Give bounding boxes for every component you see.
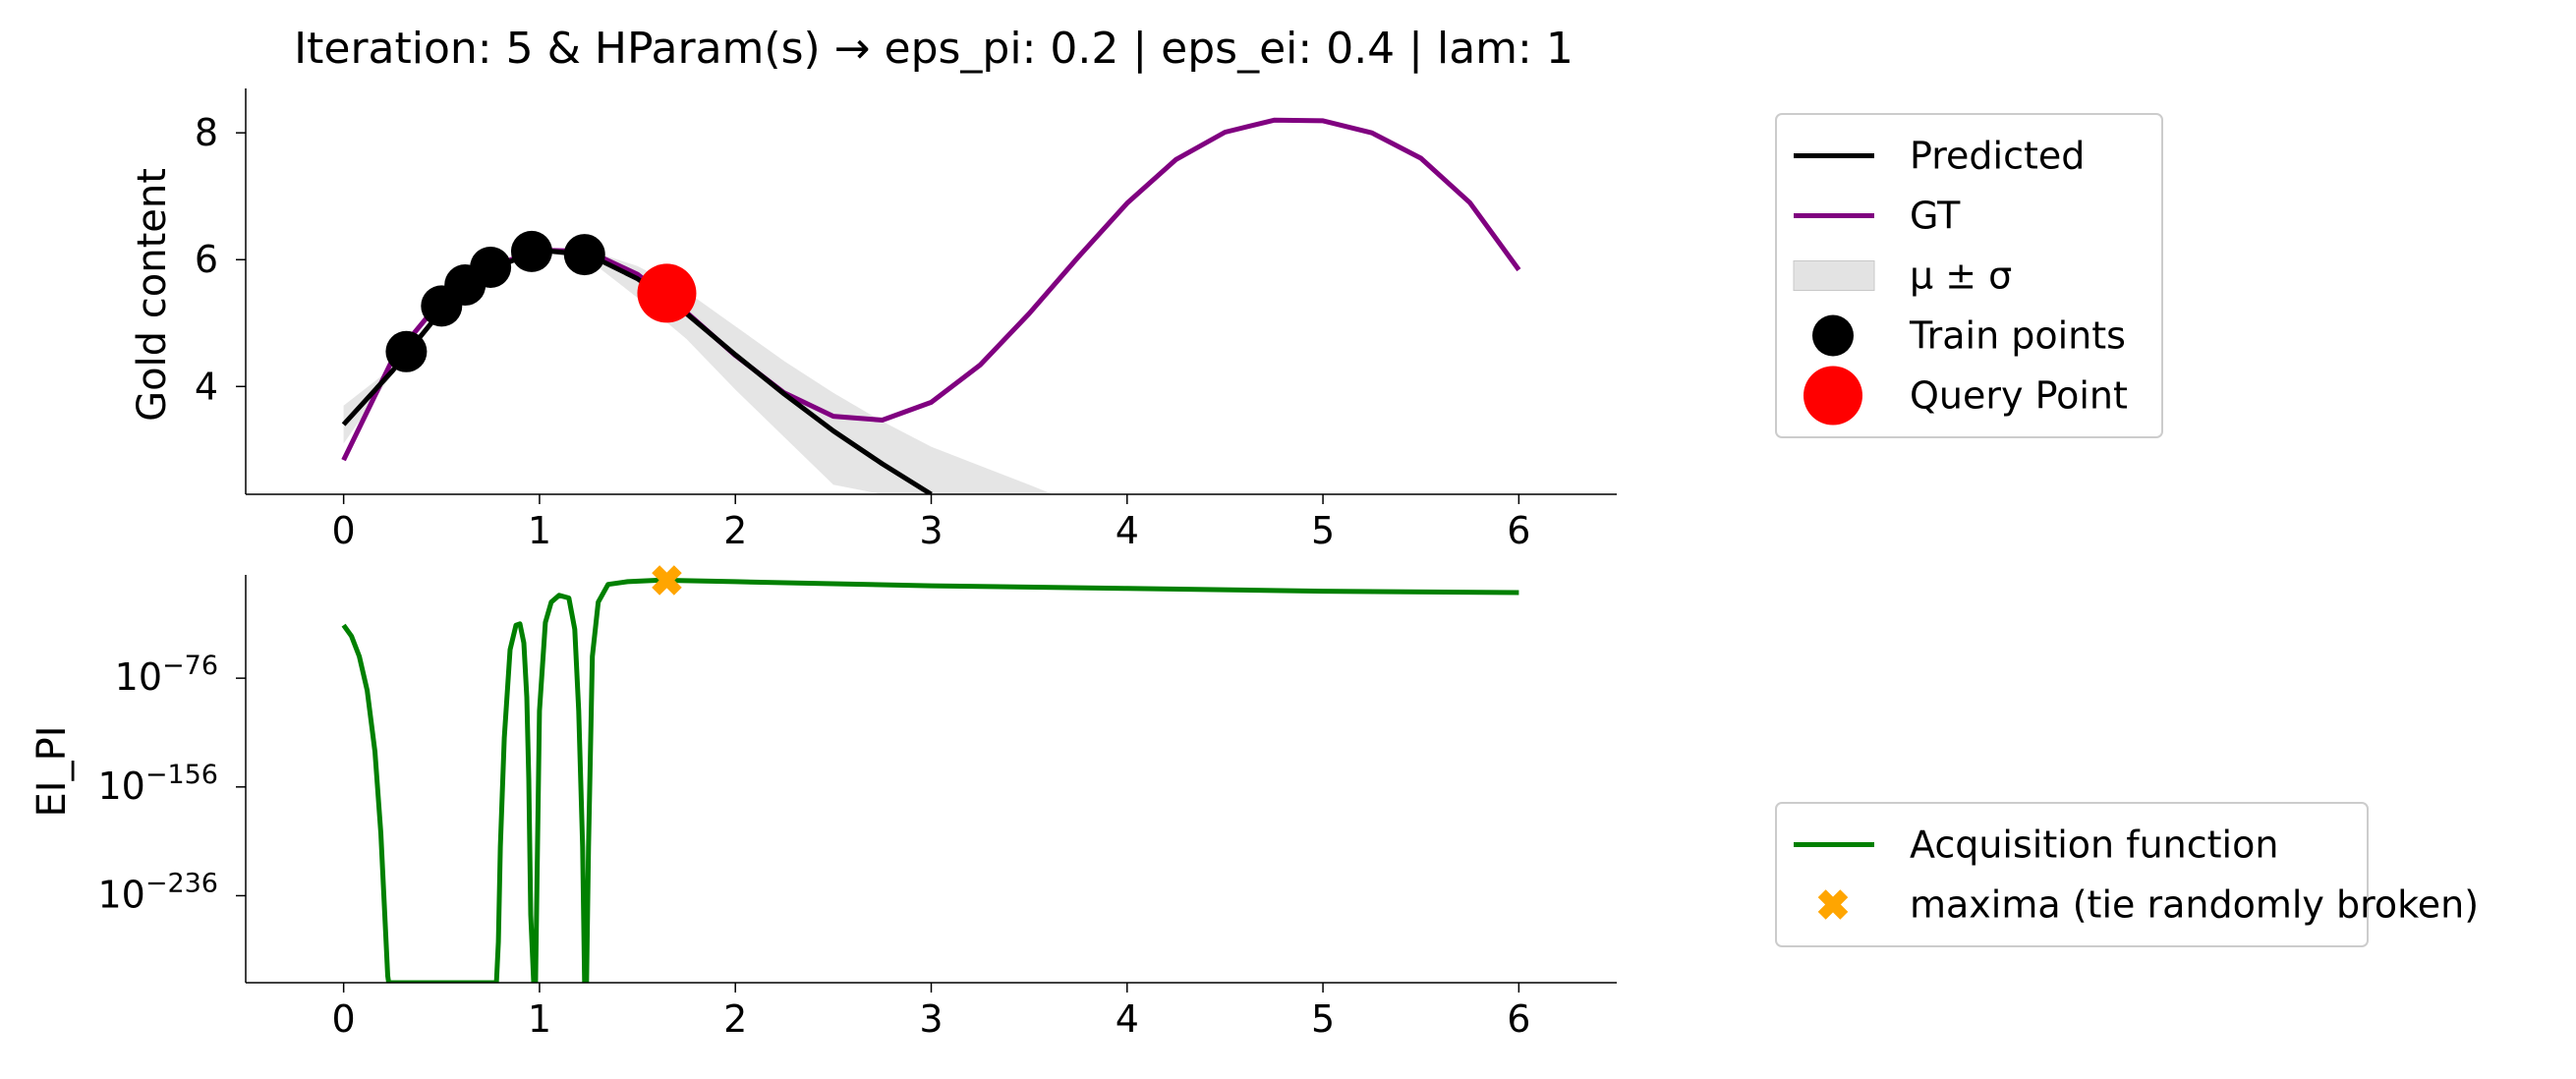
bottom-x-tick-label: 1 — [528, 997, 551, 1041]
legend-swatch — [1803, 366, 1862, 426]
legend-swatch — [1793, 260, 1875, 291]
bottom-x-tick-label: 4 — [1116, 997, 1139, 1041]
top-y-tick-label: 6 — [195, 238, 218, 281]
bottom-x-tick-label: 0 — [332, 997, 356, 1041]
gt-line — [341, 117, 1521, 462]
legend-label: GT — [1910, 195, 1961, 238]
bottom-x-tick-label: 3 — [919, 997, 943, 1041]
legend-bottom: Acquisition function maxima (tie randomly… — [1775, 802, 2479, 947]
top-y-tick-label: 4 — [195, 365, 218, 408]
legend-top-frame — [1775, 113, 2163, 438]
uncertainty-band — [343, 248, 1054, 494]
top-plot-area — [341, 117, 1521, 494]
top-y-axis-label: Gold content — [130, 168, 175, 422]
top-y-ticks: 4 6 8 — [195, 111, 246, 408]
legend-label: Query Point — [1910, 374, 2128, 418]
legend-label: Train points — [1909, 314, 2126, 358]
legend-top: Predicted GT μ ± σ Train points Query Point — [1775, 113, 2163, 438]
legend-label: μ ± σ — [1910, 255, 2012, 298]
bottom-y-axis-label: EI_PI — [29, 726, 75, 818]
legend-label: Acquisition function — [1910, 823, 2278, 867]
bottom-y-ticks: 10−76 10−156 10−236 — [97, 651, 246, 916]
train-point — [563, 234, 605, 276]
top-x-tick-label: 3 — [919, 509, 943, 552]
bottom-x-tick-label: 5 — [1311, 997, 1335, 1041]
top-y-tick-label: 8 — [195, 111, 218, 154]
legend-swatch — [1817, 889, 1849, 920]
train-point — [470, 246, 512, 288]
bottom-panel: 0 1 2 3 4 5 6 10−76 10−156 10−236 EI_PI — [29, 565, 1617, 1041]
query-point — [637, 263, 697, 323]
legend-label: maxima (tie randomly broken) — [1910, 883, 2479, 927]
top-x-tick-label: 2 — [723, 509, 747, 552]
top-panel: 0 1 2 3 4 5 6 4 6 8 Gold content — [130, 88, 1617, 552]
train-point — [385, 330, 428, 372]
train-point — [510, 230, 552, 272]
top-x-tick-label: 1 — [528, 509, 551, 552]
bottom-x-ticks: 0 1 2 3 4 5 6 — [332, 983, 1530, 1041]
chart-title: Iteration: 5 & HParam(s) → eps_pi: 0.2 |… — [294, 24, 1574, 74]
bottom-y-tick-label: 10−76 — [115, 651, 218, 699]
maxima-marker — [652, 565, 682, 596]
top-x-ticks: 0 1 2 3 4 5 6 — [332, 494, 1530, 552]
legend-bottom-frame — [1775, 802, 2369, 947]
acquisition-line — [341, 578, 1519, 983]
bottom-y-tick-label: 10−156 — [97, 760, 218, 808]
top-x-tick-label: 5 — [1311, 509, 1335, 552]
bottom-x-tick-label: 6 — [1507, 997, 1530, 1041]
bottom-y-tick-label: 10−236 — [97, 868, 218, 916]
top-x-tick-label: 4 — [1116, 509, 1139, 552]
legend-swatch — [1812, 314, 1854, 357]
legend-label: Predicted — [1910, 135, 2085, 178]
top-x-tick-label: 6 — [1507, 509, 1530, 552]
bottom-plot-area — [341, 578, 1519, 983]
bottom-x-tick-label: 2 — [723, 997, 747, 1041]
top-x-tick-label: 0 — [332, 509, 356, 552]
